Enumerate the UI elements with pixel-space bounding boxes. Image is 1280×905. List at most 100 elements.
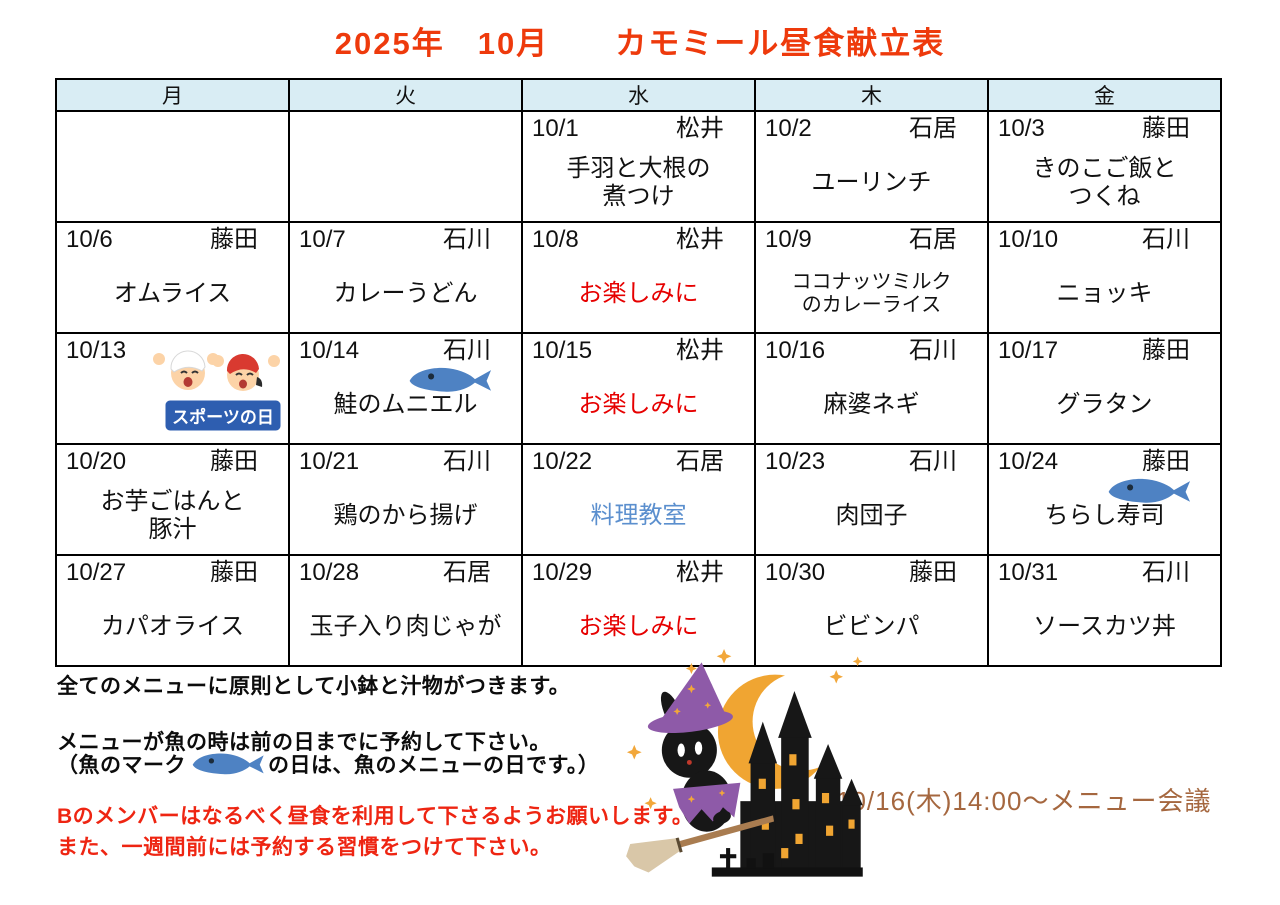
teacher-label: 藤田 (210, 448, 258, 475)
teacher-label: 藤田 (210, 226, 258, 253)
calendar-week-row: 10/1 松井 手羽と大根の 煮つけ 10/2 石居 ユーリンチ 10/3 藤田 きのこご飯と … (55, 110, 1222, 223)
date-label: 10/31 (998, 559, 1059, 586)
teacher-label: 藤田 (909, 559, 957, 586)
menu-label: きのこご飯と つくね (1032, 155, 1177, 211)
menu-label: カパオライス (100, 613, 245, 641)
date-label: 10/10 (998, 226, 1059, 253)
day-cell-10/7: 10/7 石川 カレーうどん (288, 221, 523, 334)
menu-label: 玉子入り肉じゃが (309, 613, 502, 641)
day-header-2: 水 (521, 78, 756, 112)
menu-label: お楽しみに (578, 613, 699, 641)
day-cell-10/15: 10/15 松井お楽しみに (521, 332, 756, 445)
note-fish-mark-prefix: （魚のマーク (57, 754, 186, 777)
halloween-witch-illustration (626, 648, 863, 877)
menu-label: グラタン (1056, 391, 1153, 419)
teacher-label: 松井 (676, 559, 724, 586)
menu-label: オムライス (113, 280, 232, 308)
sports-day-label: スポーツの日 (172, 407, 274, 427)
date-label: 10/22 (532, 448, 593, 475)
empty-day-cell (55, 110, 290, 223)
menu-label: ちらし寿司 (1044, 502, 1165, 530)
fish-icon (409, 367, 492, 392)
date-label: 10/16 (765, 337, 826, 364)
date-label: 10/13 (66, 337, 127, 364)
date-label: 10/14 (299, 337, 360, 364)
day-cell-10/20: 10/20 藤田 お芋ごはんと 豚汁 (55, 443, 290, 556)
note-fish-reservation: メニューが魚の時は前の日までに予約して下さい。 (57, 731, 551, 754)
day-cell-10/1: 10/1 松井 手羽と大根の 煮つけ (521, 110, 756, 223)
date-label: 10/28 (299, 559, 360, 586)
note-fish-mark: （魚のマーク の日は、魚のメニューの日です。） (57, 749, 599, 779)
day-cell-10/2: 10/2 石居ユーリンチ (754, 110, 989, 223)
teacher-label: 石居 (909, 226, 957, 253)
menu-label: 肉団子 (835, 502, 908, 530)
day-cell-10/24: 10/24 藤田ちらし寿司 (987, 443, 1222, 556)
calendar-week-row: 10/27 藤田カパオライス 10/28 石居玉子入り肉じゃが 10/29 松井お楽しみに… (55, 554, 1222, 667)
date-label: 10/15 (532, 337, 593, 364)
teacher-label: 松井 (676, 115, 724, 142)
day-cell-10/22: 10/22 石居 料理教室 (521, 443, 756, 556)
holiday-cell-10/13: 10/13 スポーツの日 (55, 332, 290, 445)
fish-icon (1108, 478, 1191, 503)
date-label: 10/9 (765, 226, 812, 253)
calendar-body: 10/1 松井 手羽と大根の 煮つけ 10/2 石居 ユーリンチ 10/3 藤田 きのこご飯と … (55, 110, 1222, 667)
day-cell-10/23: 10/23 石川 肉団子 (754, 443, 989, 556)
teacher-label: 石川 (909, 448, 957, 475)
date-label: 10/17 (998, 337, 1059, 364)
date-label: 10/7 (299, 226, 346, 253)
teacher-label: 石川 (443, 337, 491, 364)
teacher-label: 藤田 (1142, 115, 1190, 142)
menu-label: お楽しみに (578, 391, 699, 419)
day-cell-10/21: 10/21 石川 鶏のから揚げ (288, 443, 523, 556)
fish-icon (192, 753, 264, 775)
day-cell-10/14: 10/14 石川 鮭のムニエル (288, 332, 523, 445)
date-label: 10/24 (998, 448, 1059, 475)
teacher-label: 石居 (676, 448, 724, 475)
teacher-label: 藤田 (210, 559, 258, 586)
teacher-label: 石川 (909, 337, 957, 364)
teacher-label: 藤田 (1142, 337, 1190, 364)
day-cell-10/29: 10/29 松井お楽しみに (521, 554, 756, 667)
menu-label: お芋ごはんと 豚汁 (100, 488, 245, 544)
calendar-header-row: 月火水木金 (55, 78, 1222, 112)
day-cell-10/16: 10/16 石川麻婆ネギ (754, 332, 989, 445)
teacher-label: 松井 (676, 337, 724, 364)
menu-label: 手羽と大根の 煮つけ (566, 155, 711, 211)
date-label: 10/3 (998, 115, 1045, 142)
teacher-label: 石川 (443, 448, 491, 475)
day-cell-10/31: 10/31 石川 ソースカツ丼 (987, 554, 1222, 667)
note-fish-mark-suffix: の日は、魚のメニューの日です。） (268, 754, 600, 777)
calendar-week-row: 10/20 藤田 お芋ごはんと 豚汁 10/21 石川 鶏のから揚げ 10/22 石居 料理教室… (55, 443, 1222, 556)
date-label: 10/8 (532, 226, 579, 253)
date-label: 10/2 (765, 115, 812, 142)
calendar-week-row: 10/13 スポーツの日 10/14 石川 鮭のムニエル 10/15 松井 お楽しみに 10/1… (55, 332, 1222, 445)
teacher-label: 石川 (1142, 226, 1190, 253)
menu-calendar-table: 月火水木金 10/1 松井 手羽と大根の 煮つけ 10/2 石居 ユーリンチ 10/3 藤田き… (55, 78, 1222, 667)
teacher-label: 藤田 (1142, 448, 1190, 475)
day-cell-10/6: 10/6 藤田オムライス (55, 221, 290, 334)
day-cell-10/3: 10/3 藤田きのこご飯と つくね (987, 110, 1222, 223)
menu-label: 鶏のから揚げ (333, 502, 478, 530)
date-label: 10/6 (66, 226, 113, 253)
menu-label: ビビンパ (823, 613, 920, 641)
day-header-1: 火 (288, 78, 523, 112)
day-cell-10/10: 10/10 石川 ニョッキ (987, 221, 1222, 334)
day-cell-10/27: 10/27 藤田カパオライス (55, 554, 290, 667)
date-label: 10/30 (765, 559, 826, 586)
warning-use-lunch: Bのメンバーはなるべく昼食を利用して下さるようお願いします。 (57, 805, 694, 828)
menu-meeting-note: 10/16(木)14:00～メニュー会議 (836, 786, 1212, 816)
date-label: 10/29 (532, 559, 593, 586)
date-label: 10/27 (66, 559, 127, 586)
day-cell-10/17: 10/17 藤田グラタン (987, 332, 1222, 445)
teacher-label: 石居 (443, 559, 491, 586)
menu-label: お楽しみに (578, 280, 699, 308)
day-cell-10/28: 10/28 石居玉子入り肉じゃが (288, 554, 523, 667)
menu-label: 麻婆ネギ (823, 391, 920, 419)
teacher-label: 石居 (909, 115, 957, 142)
date-label: 10/23 (765, 448, 826, 475)
calendar-week-row: 10/6 藤田 オムライス 10/7 石川 カレーうどん 10/8 松井 お楽しみに 10/9 石居… (55, 221, 1222, 334)
menu-label: カレーうどん (333, 280, 478, 308)
menu-label: ユーリンチ (811, 169, 932, 197)
menu-label: ソースカツ丼 (1033, 613, 1176, 641)
warning-reserve-week-before: また、一週間前には予約する習慣をつけて下さい。 (57, 836, 552, 859)
